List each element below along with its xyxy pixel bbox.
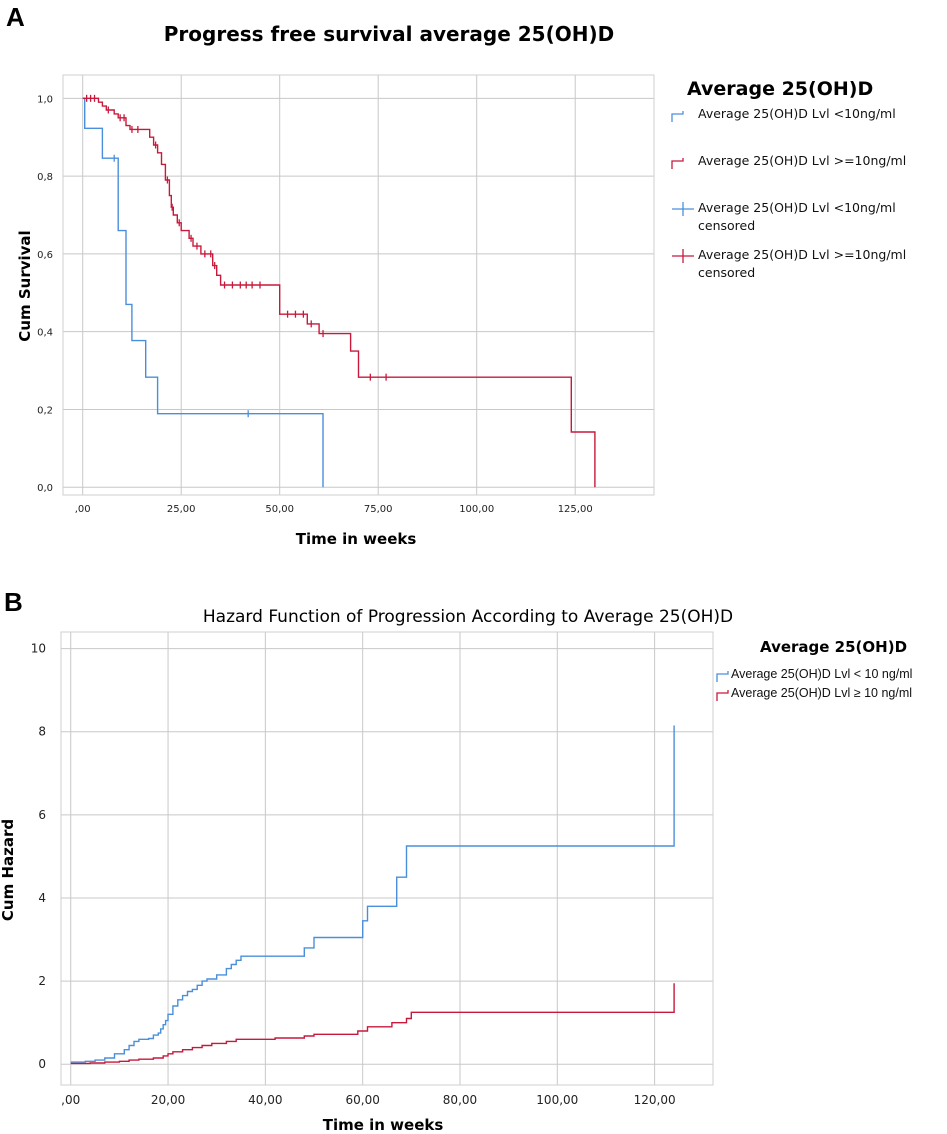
chart-a-frame [62, 74, 655, 496]
y-tick-label: 6 [38, 808, 46, 822]
y-tick-label: 1,0 [37, 94, 53, 105]
chart-a-ticks: ,00 25,00 50,00 75,00 100,00 125,00 0,0 0,2 0,4 0… [37, 94, 593, 515]
x-tick-label: 25,00 [167, 504, 196, 515]
chart-a-series [82, 94, 596, 488]
y-tick-label: 0,0 [37, 483, 53, 494]
panel-b-letter: B [4, 587, 23, 617]
panel-a-letter: A [6, 2, 25, 32]
series-line-blue [82, 97, 324, 488]
x-tick-label: ,00 [61, 1093, 80, 1107]
x-tick-label: 120,00 [634, 1093, 676, 1107]
x-tick-label: 60,00 [345, 1093, 379, 1107]
chart-b-frame [60, 631, 714, 1086]
series-line-red [82, 97, 596, 488]
legend-label-line2: censored [698, 265, 755, 280]
chart-a-ylabel: Cum Survival [16, 230, 34, 341]
legend-label: Average 25(OH)D Lvl >=10ng/ml [698, 247, 906, 262]
chart-a-xlabel: Time in weeks [296, 530, 417, 548]
panel-a: A Progress free survival average 25(OH)D… [6, 2, 906, 548]
chart-b-ticks: ,00 20,00 40,00 60,00 80,00 100,00 120,00 0 2 4 6 8… [31, 642, 676, 1107]
legend-swatch-step [716, 690, 729, 701]
chart-b-ylabel: Cum Hazard [0, 819, 17, 921]
legend-label: Average 25(OH)D Lvl >=10ng/ml [698, 153, 906, 168]
legend-label: Average 25(OH)D Lvl ≥ 10 ng/ml [731, 686, 912, 700]
legend-swatch-step [671, 158, 684, 169]
legend-swatch-step [671, 111, 684, 122]
chart-b-series [70, 725, 675, 1065]
x-tick-label: 125,00 [558, 504, 593, 515]
chart-a-grid [63, 75, 654, 495]
chart-b-grid [61, 632, 713, 1085]
y-tick-label: 4 [38, 891, 46, 905]
x-tick-label: 40,00 [248, 1093, 282, 1107]
legend-a-title: Average 25(OH)D [687, 78, 873, 100]
legend-label: Average 25(OH)D Lvl < 10 ng/ml [731, 667, 912, 681]
legend-a: Average 25(OH)D Lvl <10ng/ml Average 25(O… [671, 106, 906, 280]
legend-label-line2: censored [698, 218, 755, 233]
x-tick-label: 80,00 [443, 1093, 477, 1107]
chart-b-xlabel: Time in weeks [323, 1116, 444, 1134]
legend-label: Average 25(OH)D Lvl <10ng/ml [698, 200, 896, 215]
y-tick-label: 10 [31, 642, 46, 656]
y-tick-label: 0,2 [37, 405, 53, 416]
legend-b: Average 25(OH)D Lvl < 10 ng/ml Average 25… [716, 667, 912, 701]
y-tick-label: 0,8 [37, 172, 53, 183]
y-tick-label: 8 [38, 725, 46, 739]
legend-swatch-step [716, 671, 729, 682]
x-tick-label: 20,00 [151, 1093, 185, 1107]
chart-a-title: Progress free survival average 25(OH)D [164, 22, 614, 46]
y-tick-label: 2 [38, 974, 46, 988]
legend-b-title: Average 25(OH)D [760, 638, 907, 656]
chart-b-title: Hazard Function of Progression According… [203, 607, 733, 627]
series-line-red [70, 983, 675, 1065]
x-tick-label: 100,00 [459, 504, 494, 515]
x-tick-label: ,00 [75, 504, 91, 515]
legend-label: Average 25(OH)D Lvl <10ng/ml [698, 106, 896, 121]
x-tick-label: 75,00 [364, 504, 393, 515]
y-tick-label: 0,4 [37, 328, 53, 339]
x-tick-label: 50,00 [265, 504, 294, 515]
series-line-blue [70, 725, 675, 1063]
y-tick-label: 0 [38, 1057, 46, 1071]
panel-b: B Hazard Function of Progression Accordi… [0, 587, 912, 1134]
y-tick-label: 0,6 [37, 250, 53, 261]
x-tick-label: 100,00 [536, 1093, 578, 1107]
